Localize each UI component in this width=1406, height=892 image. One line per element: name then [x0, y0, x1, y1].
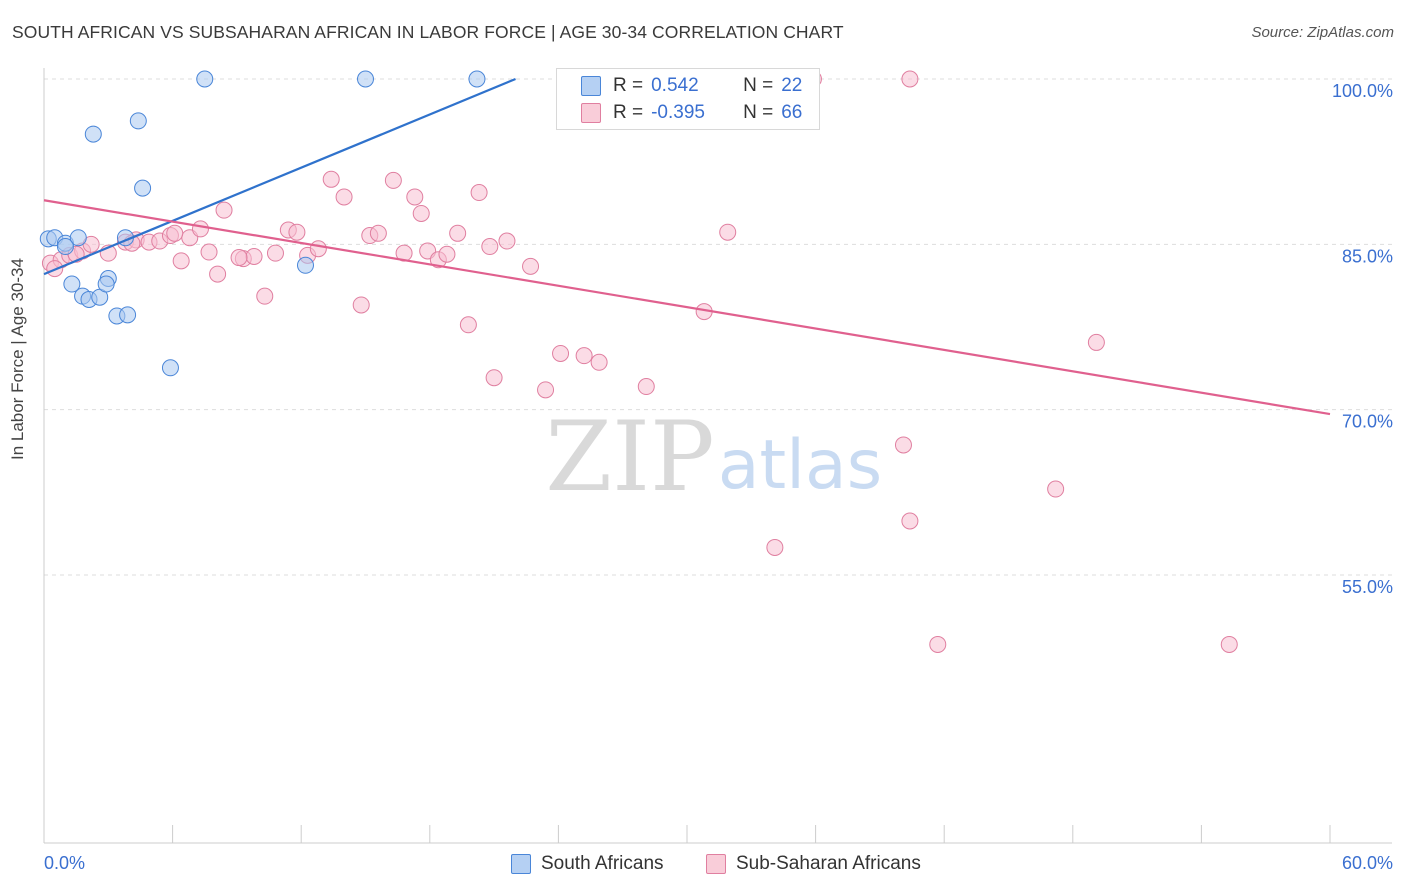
point-subsaharan: [901, 512, 919, 530]
point-subsaharan: [406, 188, 424, 206]
point-subsaharan: [266, 244, 284, 262]
bottom-legend-subsaharan: Sub-Saharan Africans: [706, 852, 921, 876]
y-axis-label: In Labor Force | Age 30-34: [8, 258, 27, 460]
bottom-legend-swatch-blue: [511, 854, 531, 874]
point-south-africans: [69, 229, 87, 247]
point-subsaharan: [537, 381, 555, 399]
watermark-zip: ZIP: [545, 401, 714, 513]
point-subsaharan: [498, 232, 516, 250]
point-subsaharan: [256, 287, 274, 305]
point-subsaharan: [575, 347, 593, 365]
point-subsaharan: [449, 224, 467, 242]
point-subsaharan: [288, 223, 306, 241]
trend-lines: [43, 77, 1331, 416]
legend-n-value: 66: [781, 102, 803, 123]
tick-labels: 55.0% 70.0% 85.0% 100.0% 0.0% 60.0%: [44, 81, 1393, 873]
point-subsaharan: [209, 265, 227, 283]
point-subsaharan: [230, 249, 248, 267]
point-subsaharan: [901, 70, 919, 88]
point-subsaharan: [590, 353, 608, 371]
bottom-legend-label: South Africans: [541, 853, 664, 874]
point-subsaharan: [522, 257, 540, 275]
legend-swatch-blue: [581, 76, 601, 96]
x-tick-label-start: 0.0%: [44, 853, 85, 873]
axes: [43, 68, 1392, 844]
point-subsaharan: [322, 170, 340, 188]
trend-line-subsaharan: [43, 199, 1331, 416]
legend-row-south-africans: R = 0.542 N = 22: [581, 74, 802, 98]
point-subsaharan: [335, 188, 353, 206]
point-subsaharan: [191, 220, 209, 238]
point-subsaharan: [309, 240, 327, 258]
point-subsaharan: [1220, 635, 1238, 653]
point-subsaharan: [200, 243, 218, 261]
y-tick-label: 85.0%: [1342, 246, 1393, 266]
point-subsaharan: [352, 296, 370, 314]
point-south-africans: [468, 70, 486, 88]
source-label: Source: ZipAtlas.com: [1251, 24, 1394, 41]
point-subsaharan: [412, 204, 430, 222]
point-south-africans: [129, 112, 147, 130]
point-subsaharan: [1087, 333, 1105, 351]
legend-r-value: -0.395: [651, 102, 705, 123]
point-south-africans: [56, 238, 74, 256]
data-points: [39, 70, 1238, 653]
point-subsaharan: [172, 252, 190, 270]
point-south-africans: [161, 359, 179, 377]
legend-n-label: N =: [743, 75, 774, 96]
y-tick-label: 70.0%: [1342, 412, 1393, 432]
point-subsaharan: [215, 201, 233, 219]
legend-swatch-pink: [581, 103, 601, 123]
point-south-africans: [97, 275, 115, 293]
point-subsaharan: [637, 378, 655, 396]
point-subsaharan: [384, 171, 402, 189]
bottom-legend-label: Sub-Saharan Africans: [736, 853, 921, 874]
point-subsaharan: [552, 344, 570, 362]
legend-n-label: N =: [743, 102, 774, 123]
bottom-legend-swatch-pink: [706, 854, 726, 874]
legend-r-label: R =: [613, 75, 644, 96]
legend-n-value: 22: [781, 75, 803, 96]
point-south-africans: [84, 125, 102, 143]
point-subsaharan: [166, 224, 184, 242]
legend-r-label: R =: [613, 102, 644, 123]
point-south-africans: [357, 70, 374, 88]
point-subsaharan: [245, 247, 263, 265]
point-subsaharan: [719, 223, 737, 241]
chart-title: SOUTH AFRICAN VS SUBSAHARAN AFRICAN IN L…: [12, 22, 844, 42]
y-tick-label: 55.0%: [1342, 577, 1393, 597]
point-subsaharan: [481, 238, 499, 256]
point-subsaharan: [485, 369, 503, 387]
point-subsaharan: [438, 245, 456, 263]
correlation-legend: R = 0.542 N = 22 R = -0.395 N = 66: [556, 68, 820, 130]
y-tick-label: 100.0%: [1332, 81, 1393, 101]
point-south-africans: [63, 275, 81, 293]
point-subsaharan: [459, 316, 477, 334]
point-south-africans: [119, 306, 137, 324]
point-subsaharan: [894, 436, 912, 454]
legend-r-value: 0.542: [651, 75, 699, 96]
watermark-atlas: atlas: [718, 426, 882, 505]
point-south-africans: [196, 70, 214, 88]
watermark: ZIP atlas: [545, 401, 882, 513]
point-subsaharan: [929, 635, 947, 653]
point-subsaharan: [470, 184, 488, 202]
x-tick-label-end: 60.0%: [1342, 853, 1393, 873]
point-subsaharan: [1047, 480, 1065, 498]
legend-row-subsaharan: R = -0.395 N = 66: [581, 101, 802, 125]
bottom-legend-south-africans: South Africans: [511, 852, 664, 876]
point-subsaharan: [369, 224, 387, 242]
trend-line-south-africans: [43, 77, 516, 276]
point-subsaharan: [766, 538, 784, 556]
point-south-africans: [296, 256, 314, 274]
point-south-africans: [134, 179, 152, 197]
